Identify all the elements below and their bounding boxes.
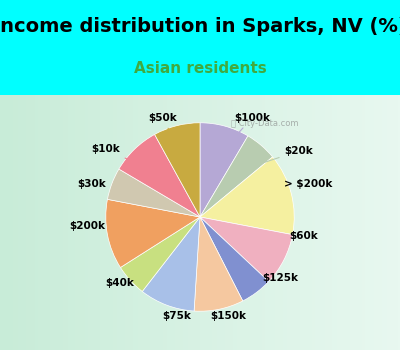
Text: Income distribution in Sparks, NV (%): Income distribution in Sparks, NV (%) — [0, 17, 400, 36]
Text: $20k: $20k — [242, 146, 313, 169]
Text: $60k: $60k — [257, 231, 318, 244]
Text: $100k: $100k — [218, 113, 270, 156]
Text: > $200k: > $200k — [262, 179, 332, 201]
Wedge shape — [200, 217, 269, 301]
Wedge shape — [200, 136, 273, 217]
Text: $150k: $150k — [210, 280, 246, 321]
Text: 🏢 City-Data.com: 🏢 City-Data.com — [232, 119, 299, 128]
Wedge shape — [194, 217, 243, 311]
Wedge shape — [108, 169, 200, 217]
Wedge shape — [119, 134, 200, 217]
Text: $10k: $10k — [91, 144, 155, 172]
Wedge shape — [142, 217, 200, 311]
Wedge shape — [106, 199, 200, 267]
Text: Asian residents: Asian residents — [134, 61, 266, 76]
Wedge shape — [120, 217, 200, 292]
Wedge shape — [200, 123, 248, 217]
Text: $125k: $125k — [240, 267, 298, 283]
Text: $200k: $200k — [69, 222, 137, 231]
Text: $50k: $50k — [148, 113, 183, 155]
Text: $40k: $40k — [106, 260, 152, 288]
Wedge shape — [200, 157, 294, 235]
Wedge shape — [155, 123, 200, 217]
Text: $75k: $75k — [162, 277, 191, 321]
Text: $30k: $30k — [77, 179, 140, 195]
Wedge shape — [200, 217, 292, 281]
